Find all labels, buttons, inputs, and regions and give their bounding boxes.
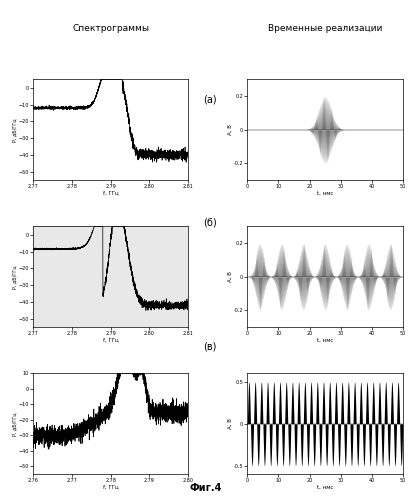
Y-axis label: P, дБ/ГГц: P, дБ/ГГц [12, 265, 17, 288]
X-axis label: f, ГГц: f, ГГц [103, 485, 118, 490]
Text: Спектрограммы: Спектрограммы [72, 24, 149, 33]
X-axis label: t, нмс: t, нмс [317, 191, 333, 196]
Text: (в): (в) [203, 342, 216, 352]
Y-axis label: P, дБ/ГГц: P, дБ/ГГц [12, 412, 17, 436]
Text: Временные реализации: Временные реализации [268, 24, 382, 33]
Y-axis label: P, дБ/ГГц: P, дБ/ГГц [12, 118, 17, 142]
X-axis label: f, ГГц: f, ГГц [103, 338, 118, 343]
X-axis label: f, ГГц: f, ГГц [103, 191, 118, 196]
Y-axis label: A, В: A, В [227, 124, 232, 135]
Text: (б): (б) [203, 217, 217, 227]
X-axis label: t, нмс: t, нмс [317, 338, 333, 343]
X-axis label: t, нмс: t, нмс [317, 485, 333, 490]
Y-axis label: A, В: A, В [227, 271, 232, 282]
Text: Фиг.4: Фиг.4 [189, 483, 222, 493]
Text: (а): (а) [203, 95, 217, 105]
Y-axis label: A, В: A, В [227, 418, 232, 429]
